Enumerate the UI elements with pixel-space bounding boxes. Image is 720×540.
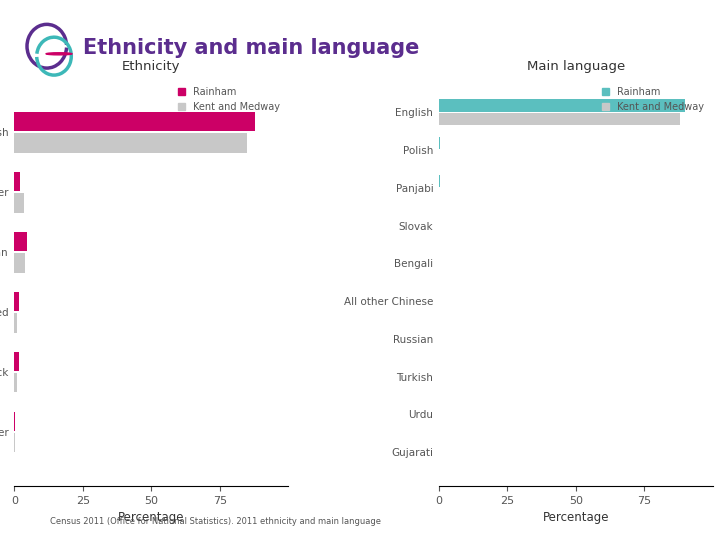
Bar xyxy=(14,292,19,311)
X-axis label: Percentage: Percentage xyxy=(118,511,184,524)
Bar xyxy=(439,137,441,149)
Text: Ethnicity and main language: Ethnicity and main language xyxy=(83,38,419,58)
Bar xyxy=(14,172,20,191)
Bar xyxy=(14,313,17,333)
X-axis label: Percentage: Percentage xyxy=(543,511,609,524)
Bar xyxy=(14,373,17,393)
Bar xyxy=(439,175,441,187)
Bar xyxy=(14,112,256,131)
Bar xyxy=(14,133,247,153)
Legend: Rainham, Kent and Medway: Rainham, Kent and Medway xyxy=(598,83,708,116)
Legend: Rainham, Kent and Medway: Rainham, Kent and Medway xyxy=(174,83,284,116)
Title: Main language: Main language xyxy=(527,60,625,73)
Bar xyxy=(439,113,680,125)
Circle shape xyxy=(46,53,72,55)
Bar xyxy=(14,352,19,371)
Text: Census 2011 (Office for National Statistics). 2011 ethnicity and main language: Census 2011 (Office for National Statist… xyxy=(50,517,382,526)
Bar xyxy=(439,99,685,112)
Bar xyxy=(14,411,15,431)
Bar xyxy=(14,193,24,213)
Text: 15: 15 xyxy=(9,3,26,17)
Bar xyxy=(14,232,27,251)
Bar xyxy=(14,253,25,273)
Title: Ethnicity: Ethnicity xyxy=(122,60,181,73)
